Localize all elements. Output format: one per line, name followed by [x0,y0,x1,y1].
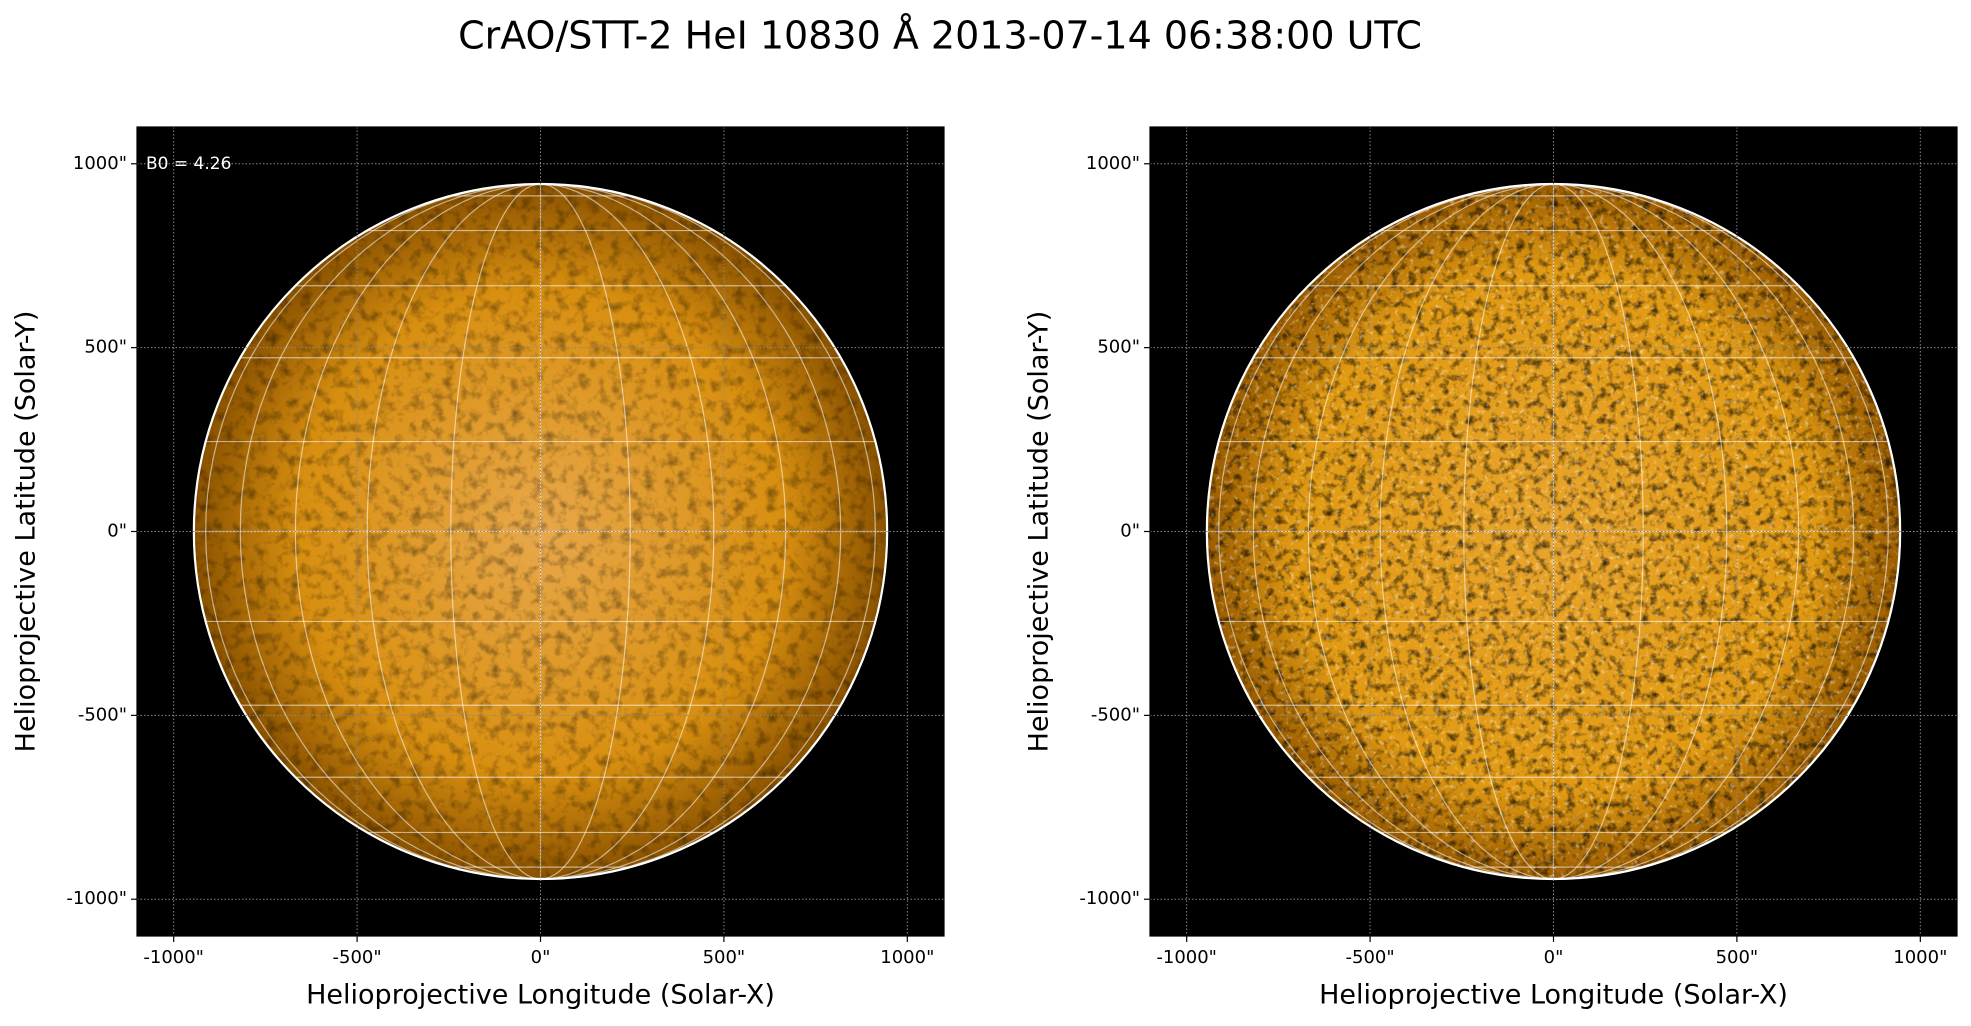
y-tick-label: 1000" [73,153,127,174]
panel: -1000" -500" 0" 500" 1000" -1000" -500" 0" 500" 1… [11,126,945,1011]
annotation: B0 = 4.26 [146,154,231,174]
y-axis-label: Helioprojective Latitude (Solar-Y) [11,311,42,753]
figure-title: CrAO/STT-2 HeI 10830 Å 2013-07-14 06:38:… [458,14,1422,58]
y-tick-label: -500" [78,704,127,725]
x-tick-label: 1000" [880,947,934,968]
y-tick-label: -500" [1091,704,1140,725]
y-axis-label: Helioprojective Latitude (Solar-Y) [1024,311,1055,753]
x-tick-label: -1000" [1156,947,1217,968]
x-tick-label: -1000" [143,947,204,968]
x-tick-label: -500" [1346,947,1395,968]
y-tick-label: -1000" [1079,888,1140,909]
x-tick-label: 1000" [1893,947,1947,968]
x-tick-label: 500" [703,947,746,968]
y-tick-label: 500" [84,337,127,358]
y-tick-label: 1000" [1086,153,1140,174]
y-tick-label: 500" [1097,337,1140,358]
y-tick-label: 0" [107,521,127,542]
y-tick-label: 0" [1120,521,1140,542]
axes-frame [136,126,945,937]
x-tick-label: 0" [531,947,551,968]
y-tick-label: -1000" [66,888,127,909]
x-axis-label: Helioprojective Longitude (Solar-X) [1319,980,1788,1011]
x-tick-label: 0" [1544,947,1564,968]
x-tick-label: 500" [1716,947,1759,968]
x-tick-label: -500" [333,947,382,968]
x-axis-label: Helioprojective Longitude (Solar-X) [306,980,775,1011]
axes-frame [1149,126,1958,937]
panel: -1000" -500" 0" 500" 1000" -1000" -500" 0" 500" 1… [1024,126,1958,1011]
